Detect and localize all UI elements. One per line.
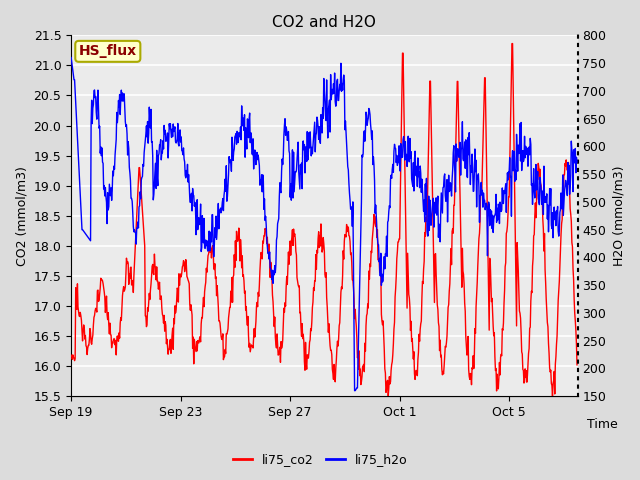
- Title: CO2 and H2O: CO2 and H2O: [273, 15, 376, 30]
- Text: HS_flux: HS_flux: [79, 44, 137, 59]
- Legend: li75_co2, li75_h2o: li75_co2, li75_h2o: [228, 448, 412, 471]
- Y-axis label: H2O (mmol/m3): H2O (mmol/m3): [612, 166, 625, 266]
- Y-axis label: CO2 (mmol/m3): CO2 (mmol/m3): [15, 166, 28, 266]
- X-axis label: Time: Time: [588, 418, 618, 431]
